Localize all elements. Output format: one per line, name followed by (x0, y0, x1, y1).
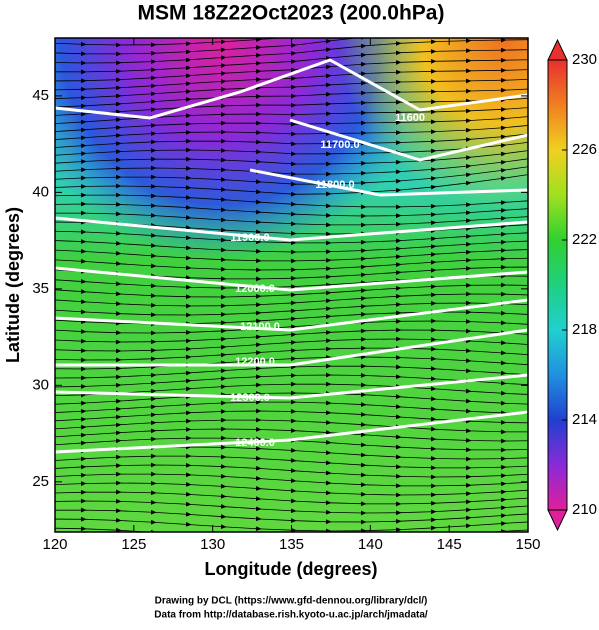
colorbar-tick-label: 210 (572, 501, 597, 518)
colorbar-tick-label: 222 (572, 231, 597, 248)
contour-line (289, 118, 528, 162)
colorbar-tick-label: 230 (572, 51, 597, 68)
contour-label: 11600 (395, 112, 425, 124)
y-tick-label: 35 (32, 280, 49, 297)
credit: Drawing by DCL (https://www.gfd-dennou.o… (155, 596, 428, 607)
contour-line (55, 266, 528, 292)
colorbar-tick-label: 214 (572, 411, 597, 428)
contour-label: 11700.0 (320, 139, 359, 151)
contour-label: 12400.0 (235, 437, 275, 449)
x-tick-label: 140 (358, 536, 383, 553)
contour-label: 11900.0 (230, 232, 269, 244)
contour-label: 12300.0 (230, 392, 270, 404)
contour-label: 11800.0 (315, 179, 354, 191)
x-axis-label: Longitude (degrees) (204, 559, 377, 579)
x-tick-label: 130 (200, 536, 225, 553)
field-high (55, 38, 528, 532)
colorbar-under (547, 509, 568, 532)
colorbar (547, 59, 568, 511)
contour-label: 12200.0 (235, 356, 275, 368)
y-tick-label: 45 (32, 87, 49, 104)
contour-line (55, 373, 528, 400)
streamline (55, 526, 528, 532)
contour-label: 12000.0 (235, 283, 275, 295)
contour-line (249, 168, 528, 197)
x-tick-label: 120 (42, 536, 67, 553)
credit: Data from http://database.rish.kyoto-u.a… (154, 610, 428, 621)
colorbar-tick-label: 218 (572, 321, 597, 338)
contour-line (55, 328, 528, 367)
contour-line (55, 298, 528, 332)
x-tick-label: 125 (121, 536, 146, 553)
contour-line (55, 58, 528, 120)
contour-label: 12100.0 (240, 321, 280, 333)
y-tick-label: 30 (32, 376, 49, 393)
contours: 11600 11700.0 11800.0 11900.0 12000.0 12100.0… (55, 58, 528, 454)
title: MSM 18Z22Oct2023 (200.0hPa) (138, 2, 445, 25)
streamlines (55, 38, 528, 532)
y-axis-label: Latitude (degrees) (3, 207, 23, 363)
colorbar-over (547, 38, 568, 61)
x-tick-label: 145 (437, 536, 462, 553)
contour-line (55, 216, 528, 242)
x-tick-label: 150 (515, 536, 540, 553)
y-tick-label: 40 (32, 183, 49, 200)
contour-line (55, 410, 528, 454)
x-tick-label: 135 (279, 536, 304, 553)
y-tick-label: 25 (32, 473, 49, 490)
field: 11600 11700.0 11800.0 11900.0 12000.0 12100.0… (55, 38, 528, 532)
colorbar-tick-label: 226 (572, 141, 597, 158)
